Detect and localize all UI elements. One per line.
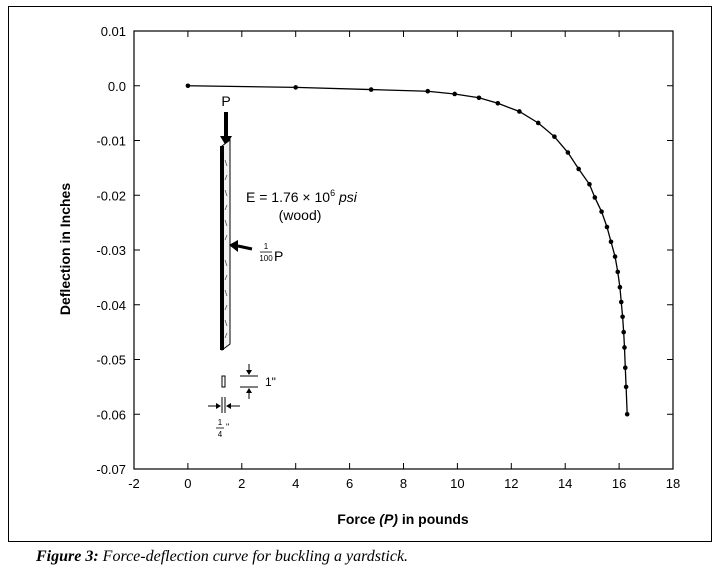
data-point: [622, 345, 627, 350]
series-line: [187, 85, 628, 415]
x-tick-label: -2: [128, 476, 140, 491]
y-tick-label: 0.0: [108, 79, 126, 94]
side-load-fraction-num: 1: [264, 242, 269, 251]
data-point: [622, 365, 628, 371]
height-arrowhead-top: [246, 370, 252, 375]
y-axis: 0.01 0.0 -0.01 -0.02 -0.03 -0.04 -0.05 -0.06 -0.…: [96, 24, 673, 477]
height-arrowhead-bottom: [246, 388, 252, 393]
series-layer: [185, 83, 630, 417]
figure-frame: [8, 6, 712, 542]
data-point: [565, 150, 571, 155]
data-point: [535, 120, 541, 126]
data-point: [185, 83, 191, 89]
x-tick-label: 14: [558, 476, 572, 491]
width-arrowhead-left: [216, 403, 221, 409]
data-point: [587, 182, 592, 187]
x-tick-label: 18: [666, 476, 680, 491]
data-point: [604, 224, 610, 230]
x-tick-label: 8: [400, 476, 407, 491]
y-tick-label: 0.01: [101, 24, 126, 39]
data-point: [615, 269, 621, 275]
height-dimension: 1": [265, 375, 276, 389]
data-point: [425, 88, 431, 94]
x-tick-label: 10: [450, 476, 464, 491]
data-point: [612, 254, 618, 259]
data-point: [623, 384, 629, 390]
x-axis-title: Force (P) in pounds: [337, 511, 469, 527]
load-label: P: [221, 93, 230, 109]
data-point: [621, 329, 626, 335]
y-tick-label: -0.03: [96, 243, 126, 258]
data-point: [552, 134, 557, 139]
side-load-var: P: [274, 248, 283, 264]
plot-area: [133, 30, 674, 470]
x-tick-label: 6: [346, 476, 353, 491]
yardstick-stipple: [224, 159, 228, 339]
data-point: [293, 85, 299, 90]
x-tick-label: 12: [504, 476, 518, 491]
x-tick-label: 2: [238, 476, 245, 491]
cross-section: [221, 375, 226, 388]
data-point: [620, 314, 625, 320]
modulus-label: E = 1.76 × 106 psi: [246, 188, 358, 205]
figure-caption: Figure 3: Force-deflection curve for buc…: [36, 548, 408, 566]
figure-label: Figure 3:: [36, 548, 99, 565]
material-label: (wood): [279, 207, 322, 223]
y-tick-label: -0.06: [96, 407, 126, 422]
width-unit: ": [226, 422, 229, 432]
y-tick-label: -0.07: [96, 462, 126, 477]
x-axis: -2 0 2 4 6 8 10 12 14 16 18: [128, 31, 680, 491]
data-point: [599, 209, 604, 214]
data-point: [576, 166, 581, 172]
y-tick-label: -0.01: [96, 134, 126, 149]
y-axis-title: Deflection in Inches: [57, 183, 73, 315]
data-point: [476, 95, 482, 101]
width-arrowhead-right: [226, 403, 231, 409]
y-tick-label: -0.04: [96, 298, 126, 313]
data-point: [624, 411, 630, 417]
data-point: [618, 299, 624, 305]
x-tick-label: 0: [184, 476, 191, 491]
width-fraction-num: 1: [218, 418, 223, 427]
data-point: [495, 100, 501, 106]
load-arrow-head: [220, 136, 232, 146]
y-tick-label: -0.02: [96, 188, 126, 203]
side-load-fraction-den: 100: [259, 254, 273, 263]
data-point: [592, 195, 598, 200]
y-tick-label: -0.05: [96, 353, 126, 368]
data-point: [452, 91, 458, 97]
x-tick-label: 4: [292, 476, 299, 491]
data-point: [608, 239, 614, 245]
figure-caption-text: Force-deflection curve for buckling a ya…: [98, 548, 409, 565]
yardstick-diagram: P 1 100 P E = 1.76 × 106 psi (wood) 1" 1: [208, 93, 358, 439]
data-point: [517, 109, 522, 114]
data-point: [617, 284, 623, 290]
x-tick-label: 16: [612, 476, 626, 491]
side-load-arrow-head: [229, 240, 238, 252]
side-load-arrow-shaft: [237, 244, 253, 251]
data-point: [368, 87, 374, 92]
width-fraction-den: 4: [218, 430, 223, 439]
